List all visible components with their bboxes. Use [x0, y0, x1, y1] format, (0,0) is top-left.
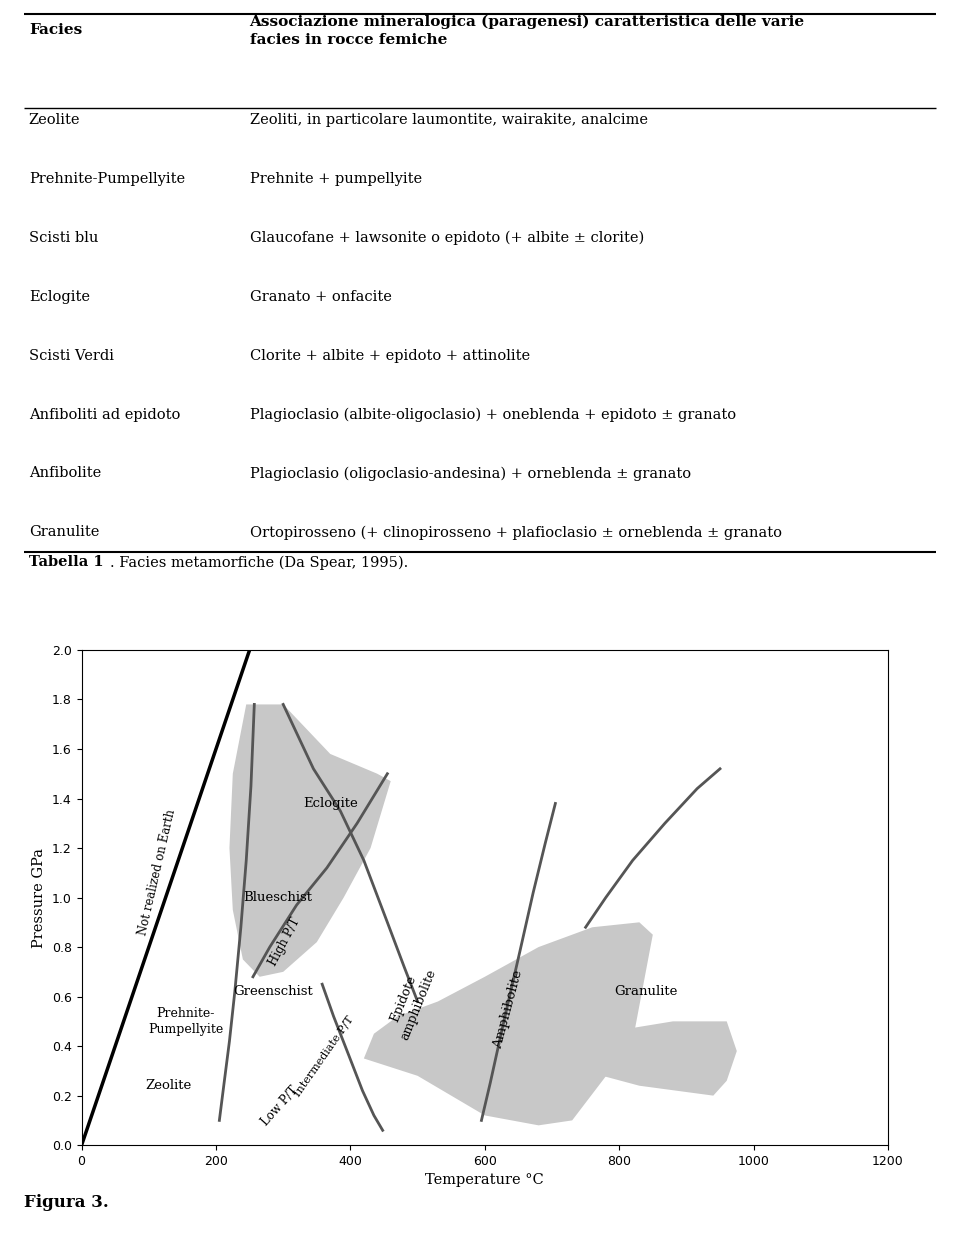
Text: Anfiboliti ad epidoto: Anfiboliti ad epidoto [29, 407, 180, 421]
Text: Prehnite-
Pumpellyite: Prehnite- Pumpellyite [148, 1006, 224, 1036]
Text: Granulite: Granulite [29, 525, 99, 540]
Text: Blueschist: Blueschist [243, 891, 312, 904]
Text: Amphibolite: Amphibolite [492, 968, 525, 1050]
Text: Eclogite: Eclogite [302, 797, 358, 810]
Text: Granulite: Granulite [614, 985, 678, 998]
Text: Anfibolite: Anfibolite [29, 467, 101, 480]
X-axis label: Temperature °C: Temperature °C [425, 1174, 544, 1187]
Text: . Facies metamorfiche (Da Spear, 1995).: . Facies metamorfiche (Da Spear, 1995). [110, 555, 409, 569]
Text: Epidote
amphibolite: Epidote amphibolite [383, 961, 439, 1042]
Text: Associazione mineralogica (paragenesi) caratteristica delle varie
facies in rocc: Associazione mineralogica (paragenesi) c… [250, 14, 804, 47]
Text: Granato + onfacite: Granato + onfacite [250, 290, 392, 303]
Text: Not realized on Earth: Not realized on Earth [136, 808, 178, 937]
Polygon shape [229, 704, 391, 977]
Y-axis label: Pressure GPa: Pressure GPa [33, 848, 46, 947]
Polygon shape [512, 1021, 737, 1096]
Text: Ortopirosseno (+ clinopirosseno + plafioclasio ± orneblenda ± granato: Ortopirosseno (+ clinopirosseno + plafio… [250, 525, 781, 540]
Text: High P/T: High P/T [267, 916, 302, 968]
Polygon shape [364, 922, 653, 1125]
Text: Prehnite-Pumpellyite: Prehnite-Pumpellyite [29, 172, 185, 186]
Text: Intermediate P/T: Intermediate P/T [292, 1014, 355, 1098]
Text: Low P/T: Low P/T [259, 1083, 300, 1128]
Text: Prehnite + pumpellyite: Prehnite + pumpellyite [250, 172, 421, 186]
Text: Facies: Facies [29, 22, 82, 37]
Text: Figura 3.: Figura 3. [24, 1193, 108, 1211]
Text: Plagioclasio (oligoclasio-andesina) + orneblenda ± granato: Plagioclasio (oligoclasio-andesina) + or… [250, 467, 691, 480]
Text: Tabella 1: Tabella 1 [29, 555, 104, 569]
Text: Glaucofane + lawsonite o epidoto (+ albite ± clorite): Glaucofane + lawsonite o epidoto (+ albi… [250, 230, 644, 245]
Text: Scisti blu: Scisti blu [29, 230, 98, 245]
Text: Plagioclasio (albite-oligoclasio) + oneblenda + epidoto ± granato: Plagioclasio (albite-oligoclasio) + oneb… [250, 407, 735, 422]
Text: Zeolite: Zeolite [29, 113, 81, 126]
Text: Clorite + albite + epidoto + attinolite: Clorite + albite + epidoto + attinolite [250, 349, 530, 363]
Text: Zeoliti, in particolare laumontite, wairakite, analcime: Zeoliti, in particolare laumontite, wair… [250, 113, 648, 126]
Text: Zeolite: Zeolite [146, 1080, 192, 1092]
Text: Scisti Verdi: Scisti Verdi [29, 349, 114, 363]
Text: Eclogite: Eclogite [29, 290, 90, 303]
Text: Greenschist: Greenschist [233, 985, 313, 998]
